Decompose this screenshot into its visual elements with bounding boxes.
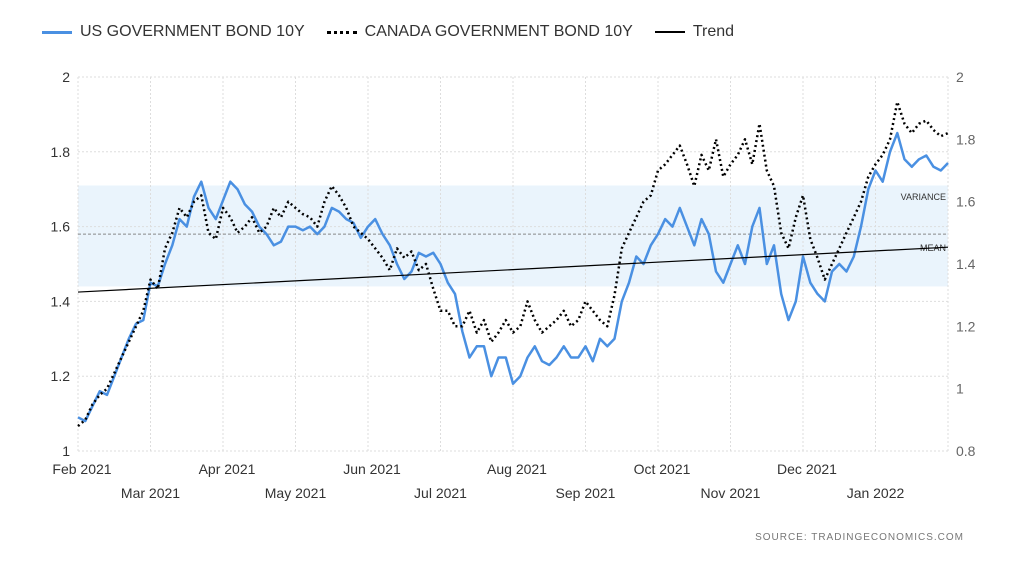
source-credit: SOURCE: TRADINGECONOMICS.COM bbox=[755, 532, 964, 543]
y-tick-right: 1 bbox=[956, 381, 964, 397]
y-tick-right: 1.8 bbox=[956, 131, 976, 147]
y-tick-right: 1.2 bbox=[956, 318, 976, 334]
legend-label-us: US GOVERNMENT BOND 10Y bbox=[80, 23, 305, 40]
x-tick-top: Dec 2021 bbox=[777, 461, 837, 477]
y-tick-left: 1 bbox=[62, 443, 70, 459]
x-tick-bottom: Mar 2021 bbox=[121, 485, 180, 501]
legend-swatch-us bbox=[42, 30, 72, 34]
y-tick-right: 1.4 bbox=[956, 256, 976, 272]
y-tick-left: 1.6 bbox=[51, 219, 71, 235]
x-tick-top: Jun 2021 bbox=[343, 461, 401, 477]
x-tick-bottom: Sep 2021 bbox=[556, 485, 616, 501]
y-tick-left: 1.2 bbox=[51, 368, 71, 384]
x-tick-top: Feb 2021 bbox=[52, 461, 111, 477]
y-tick-left: 2 bbox=[62, 69, 70, 85]
legend-item-trend[interactable]: Trend bbox=[654, 23, 735, 41]
trend-line bbox=[77, 246, 949, 293]
x-tick-bottom: Nov 2021 bbox=[701, 485, 761, 501]
legend-label-trend: Trend bbox=[692, 23, 735, 40]
x-tick-top: Oct 2021 bbox=[634, 461, 691, 477]
legend-label-canada: CANADA GOVERNMENT BOND 10Y bbox=[364, 23, 633, 40]
x-tick-top: Apr 2021 bbox=[199, 461, 256, 477]
y-tick-left: 1.4 bbox=[51, 293, 71, 309]
variance-band bbox=[78, 185, 948, 287]
y-tick-left: 1.8 bbox=[51, 144, 71, 160]
x-tick-top: Aug 2021 bbox=[487, 461, 547, 477]
chart-legend: US GOVERNMENT BOND 10Y CANADA GOVERNMENT… bbox=[42, 20, 756, 44]
y-tick-right: 0.8 bbox=[956, 443, 976, 459]
x-tick-bottom: Jan 2022 bbox=[847, 485, 905, 501]
x-tick-bottom: May 2021 bbox=[265, 485, 327, 501]
y-tick-right: 2 bbox=[956, 69, 964, 85]
legend-swatch-canada bbox=[326, 30, 357, 34]
series-line-us bbox=[77, 131, 949, 423]
y-tick-right: 1.6 bbox=[956, 194, 976, 210]
series-line-canada bbox=[77, 100, 949, 428]
variance-label: VARIANCE bbox=[901, 192, 946, 202]
x-tick-bottom: Jul 2021 bbox=[414, 485, 467, 501]
legend-swatch-trend bbox=[654, 31, 685, 33]
legend-item-us[interactable]: US GOVERNMENT BOND 10Y bbox=[42, 23, 305, 41]
legend-item-canada[interactable]: CANADA GOVERNMENT BOND 10Y bbox=[326, 23, 633, 41]
